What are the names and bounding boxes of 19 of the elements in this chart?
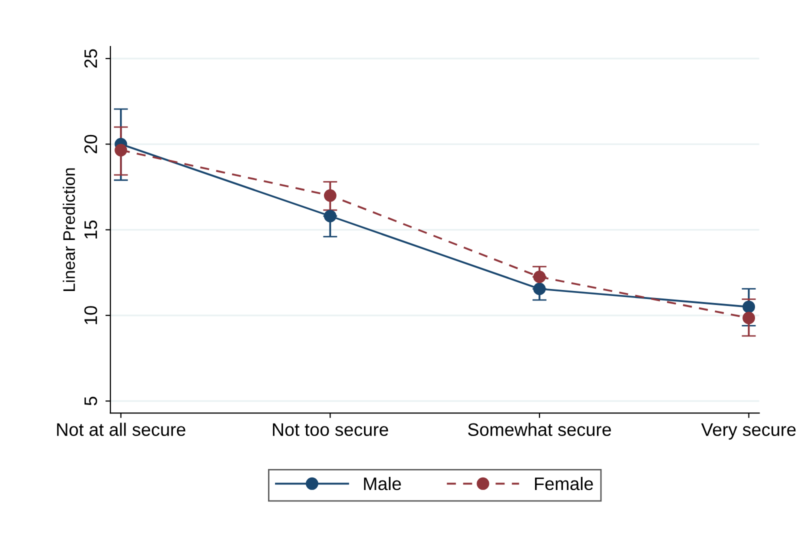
legend-label: Male <box>364 476 401 490</box>
y-axis-title: Linear Prediction <box>62 168 76 291</box>
x-tick-label: Somewhat secure <box>468 422 611 436</box>
x-tick-label: Not at all secure <box>57 422 186 436</box>
point <box>742 300 756 314</box>
point <box>742 312 756 324</box>
y-tick-label: 5 <box>84 396 98 406</box>
y-tick-label: 10 <box>84 306 98 324</box>
y-tick-label: 15 <box>84 220 98 238</box>
y-tick-label: 20 <box>84 134 98 154</box>
point <box>324 189 336 202</box>
point <box>114 144 128 156</box>
point <box>324 210 336 222</box>
point <box>533 270 546 284</box>
legend-label: Female <box>535 476 593 490</box>
x-tick-label: Not too secure <box>272 423 388 436</box>
point <box>533 282 546 296</box>
x-tick-label: Very secure <box>701 423 796 440</box>
y-tick-label: 25 <box>84 49 98 68</box>
